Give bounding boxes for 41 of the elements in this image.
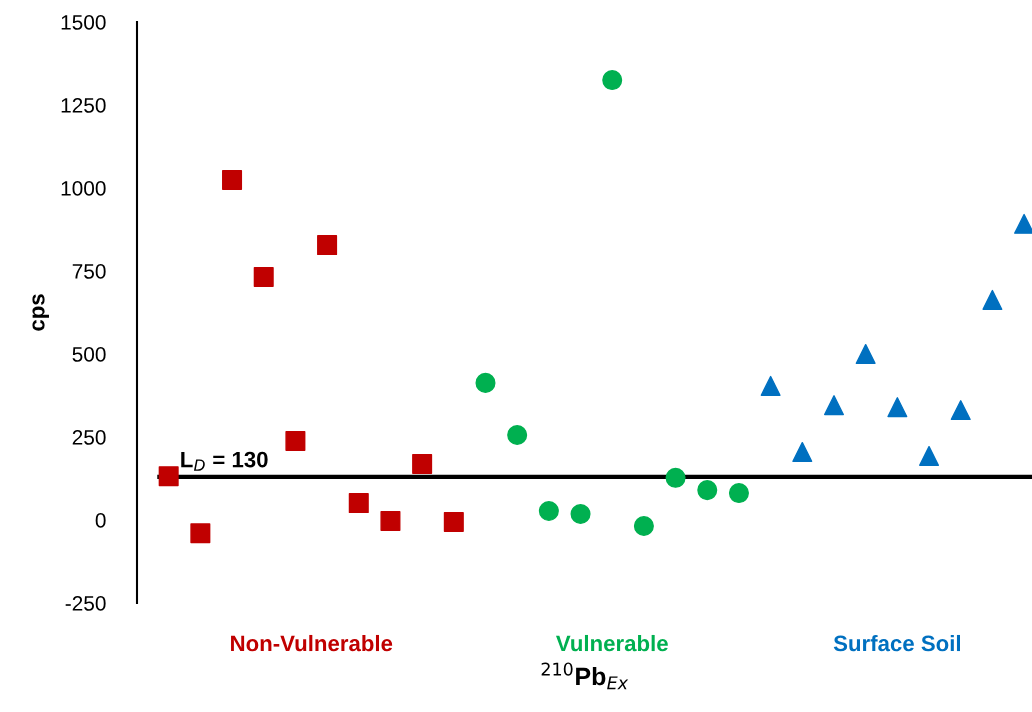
y-tick-label: 1000 [61, 181, 106, 196]
point [317, 235, 338, 256]
text: Vulnerable [555, 634, 668, 652]
point [855, 343, 876, 365]
y-tick-label: 1250 [61, 98, 106, 113]
point [792, 441, 813, 462]
y-tick-label: 250 [72, 430, 106, 445]
point [633, 515, 654, 536]
point [538, 501, 559, 522]
text: Non-Vulnerable [231, 634, 393, 652]
y-tick-label: 0 [95, 513, 106, 528]
y-tick-label: 500 [72, 347, 106, 362]
point [570, 504, 591, 525]
point [285, 430, 306, 451]
y-tick-label: -250 [65, 596, 106, 611]
point [253, 266, 274, 287]
point [475, 372, 496, 393]
point [665, 467, 686, 488]
point [348, 493, 369, 514]
point [222, 170, 243, 191]
point [950, 400, 971, 421]
point [412, 453, 433, 474]
ref-line-label: L$_{D}$ = 130 [181, 451, 268, 471]
point [602, 70, 623, 91]
y-tick-label: 1500 [61, 15, 106, 30]
y-axis-title: cps [32, 294, 49, 331]
point [507, 424, 528, 446]
text: Surface Soil [833, 634, 960, 652]
point [887, 397, 908, 418]
point [443, 511, 464, 533]
point [380, 510, 401, 532]
point [190, 523, 211, 544]
point [982, 289, 1003, 310]
point [697, 480, 718, 501]
point [919, 445, 940, 466]
point [728, 483, 749, 504]
y-tick-label: 750 [72, 264, 106, 279]
x-axis-title: $^{210}$Pb$_{Ex}$ [541, 662, 629, 690]
point [760, 375, 781, 396]
point [158, 466, 179, 487]
point [823, 395, 845, 416]
